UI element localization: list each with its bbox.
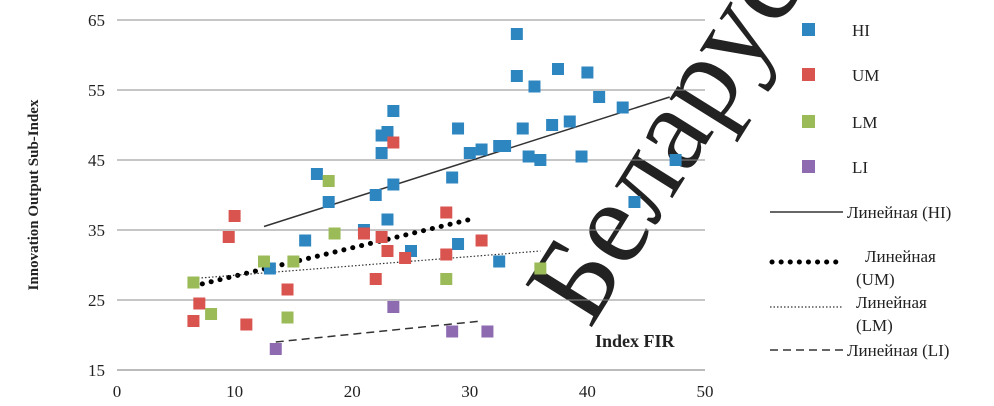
legend-label-trend-lm-1: Линейная: [856, 293, 927, 312]
point-um-4: [228, 210, 241, 222]
legend-label-trend-hi: Линейная (HI): [847, 203, 951, 222]
point-hi-23: [510, 28, 523, 40]
point-hi-15: [452, 238, 465, 250]
point-hi-4: [322, 196, 335, 208]
y-tick-label-25: 25: [88, 291, 105, 310]
point-hi-6: [369, 189, 382, 201]
point-um-9: [375, 231, 388, 243]
point-hi-14: [446, 171, 459, 184]
point-lm-6: [322, 175, 335, 187]
x-tick-label-40: 40: [579, 382, 596, 401]
point-um-8: [369, 273, 382, 285]
y-tick-label-15: 15: [88, 361, 105, 380]
legend-marker-hi: [802, 23, 815, 36]
point-hi-24: [516, 122, 529, 135]
point-hi-2: [299, 234, 312, 247]
grid-lines: [117, 19, 705, 301]
point-um-12: [399, 252, 412, 264]
point-hi-21: [493, 255, 506, 268]
data-points: [187, 28, 682, 355]
point-hi-12: [387, 178, 400, 191]
y-tick-label-65: 65: [88, 11, 105, 30]
point-lm-5: [287, 255, 300, 268]
legend-marker-um: [802, 68, 815, 81]
point-hi-34: [616, 101, 629, 114]
legend-label-lm: LM: [852, 113, 878, 132]
legend-label-trend-li: Линейная (LI): [847, 341, 949, 360]
point-hi-18: [475, 143, 488, 156]
x-tick-labels: 0 10 20 30 40 50: [113, 382, 714, 401]
point-um-14: [440, 206, 453, 219]
point-hi-11: [387, 105, 400, 117]
point-um-7: [357, 227, 370, 240]
legend-label-trend-um-1: Линейная: [865, 247, 936, 266]
point-hi-17: [463, 147, 476, 159]
point-um-2: [193, 297, 206, 310]
y-tick-label-35: 35: [88, 221, 105, 240]
point-um-10: [381, 245, 394, 257]
point-hi-30: [563, 115, 576, 128]
x-tick-label-0: 0: [113, 382, 122, 401]
point-hi-9: [381, 126, 394, 138]
trend-line-3: [187, 250, 541, 280]
legend-marker-li: [802, 160, 815, 173]
point-hi-26: [528, 80, 541, 93]
y-axis-title: Innovation Output Sub-Index: [26, 99, 42, 290]
legend-label-hi: HI: [852, 21, 870, 40]
point-hi-3: [310, 168, 323, 180]
point-hi-22: [510, 70, 523, 82]
point-li-4: [481, 325, 494, 338]
point-um-1: [187, 315, 200, 327]
y-tick-label-45: 45: [88, 151, 105, 170]
point-lm-7: [328, 227, 341, 240]
point-li-1: [269, 343, 282, 355]
point-hi-31: [575, 150, 588, 163]
point-lm-4: [281, 311, 294, 324]
legend-label-trend-um-2: (UM): [856, 270, 895, 289]
point-hi-20: [499, 140, 512, 152]
x-tick-label-50: 50: [697, 382, 714, 401]
point-lm-1: [187, 276, 200, 289]
x-tick-label-30: 30: [461, 382, 478, 401]
point-li-2: [387, 301, 400, 313]
point-um-3: [222, 231, 235, 243]
point-li-3: [446, 325, 459, 338]
point-hi-8: [375, 147, 388, 159]
point-lm-2: [205, 308, 218, 320]
point-hi-28: [546, 119, 559, 131]
y-tick-labels: 15 25 35 45 55 65: [88, 11, 105, 380]
x-axis-annotation: Index FIR: [595, 331, 676, 351]
point-um-13: [440, 248, 453, 261]
point-hi-16: [452, 122, 465, 135]
legend: HI UM LM LI Линейная (HI) Линейная (UM) …: [769, 21, 951, 360]
x-tick-label-10: 10: [226, 382, 243, 401]
point-hi-10: [381, 213, 394, 226]
legend-label-li: LI: [852, 158, 868, 177]
trend-line-4: [275, 320, 482, 343]
point-lm-8: [440, 273, 453, 285]
point-hi-32: [581, 66, 594, 79]
point-lm-3: [258, 255, 270, 268]
point-hi-36: [669, 154, 682, 166]
point-hi-27: [534, 154, 547, 166]
point-um-6: [281, 283, 294, 296]
point-um-15: [475, 234, 488, 247]
point-hi-29: [552, 63, 564, 75]
legend-marker-lm: [802, 115, 815, 128]
legend-label-um: UM: [852, 66, 879, 85]
point-hi-25: [522, 150, 535, 163]
point-um-5: [240, 318, 253, 331]
legend-label-trend-lm-2: (LM): [856, 316, 893, 335]
point-um-11: [387, 136, 400, 149]
trend-line-2: [190, 217, 473, 289]
point-lm-9: [534, 262, 547, 275]
y-tick-label-55: 55: [88, 81, 105, 100]
point-hi-35: [628, 196, 641, 208]
point-hi-33: [593, 91, 606, 103]
x-tick-label-20: 20: [344, 382, 361, 401]
